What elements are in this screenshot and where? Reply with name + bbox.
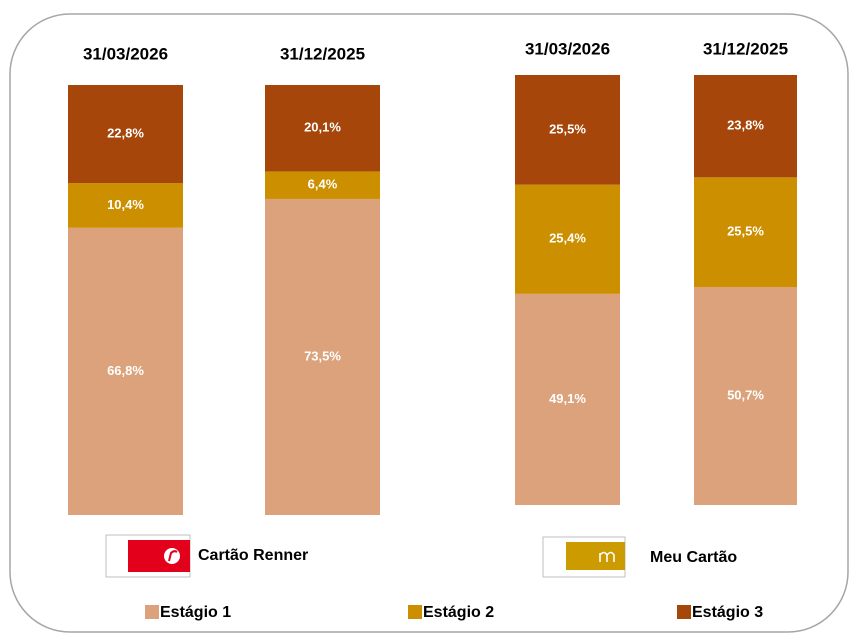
bar-segment (68, 85, 183, 184)
legend-label: Estágio 1 (160, 604, 231, 621)
data-label: 49,1% (549, 391, 586, 406)
bar-segment (265, 171, 380, 199)
bar-segment (515, 75, 620, 185)
data-label: 50,7% (727, 387, 764, 402)
group-label: Meu Cartão (650, 549, 737, 566)
bar-segment (694, 75, 797, 178)
data-label: 66,8% (107, 363, 144, 378)
data-label: 23,8% (727, 118, 764, 133)
legend-swatch (145, 605, 159, 619)
data-label: 25,4% (549, 231, 586, 246)
data-label: 10,4% (107, 197, 144, 212)
bar-segment (265, 198, 380, 515)
legend-swatch (677, 605, 691, 619)
logo-mark (599, 551, 615, 562)
group-label: Cartão Renner (198, 547, 308, 564)
bar-segment (68, 183, 183, 228)
logo-mark (164, 548, 180, 564)
bar-segment (515, 184, 620, 294)
bar-segment (694, 177, 797, 287)
logo-renner (128, 540, 190, 572)
logo-mark (168, 550, 178, 562)
data-label: 25,5% (727, 224, 764, 239)
data-label: 6,4% (308, 177, 338, 192)
logo-meu (566, 542, 625, 570)
frame (9, 13, 849, 633)
bar-segment (68, 227, 183, 515)
bar-segment (515, 293, 620, 505)
legend-label: Estágio 3 (692, 604, 763, 621)
x-tick-label: 31/03/2026 (83, 44, 168, 63)
legend-swatch (408, 605, 422, 619)
data-label: 73,5% (304, 348, 341, 363)
data-label: 22,8% (107, 125, 144, 140)
bar-segment (265, 85, 380, 172)
x-tick-label: 31/03/2026 (525, 39, 610, 58)
data-label: 20,1% (304, 120, 341, 135)
x-tick-label: 31/12/2025 (703, 39, 788, 58)
x-tick-label: 31/12/2025 (280, 44, 365, 63)
data-label: 25,5% (549, 121, 586, 136)
legend-label: Estágio 2 (423, 604, 494, 621)
bar-segment (694, 286, 797, 505)
